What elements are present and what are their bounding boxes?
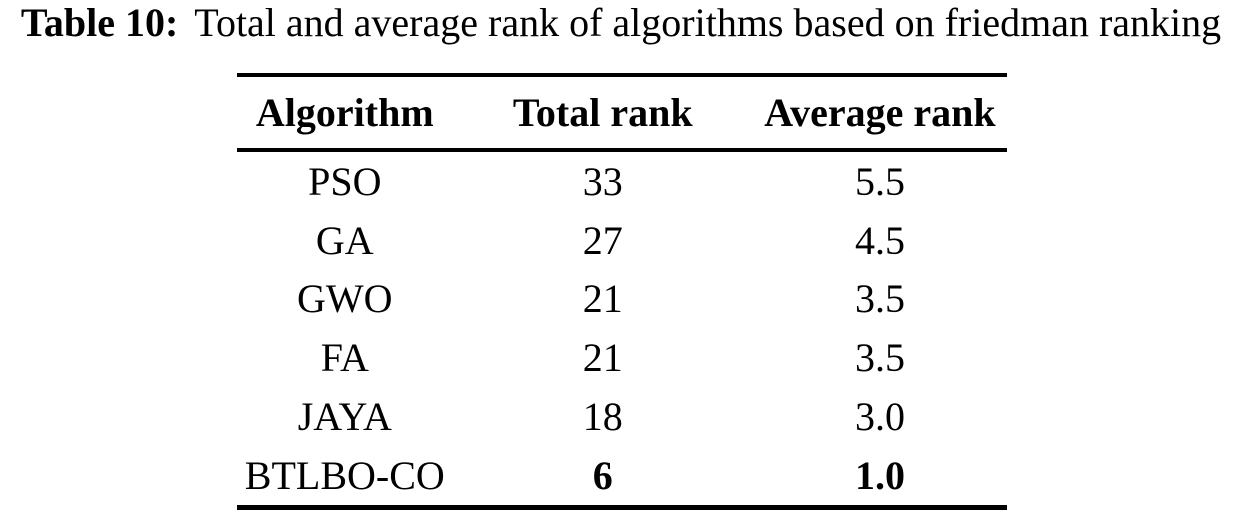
- cell-average-rank: 3.5: [854, 335, 905, 381]
- table-row: PSO 33 5.5: [237, 152, 1007, 211]
- table-row: GA 27 4.5: [237, 211, 1007, 270]
- col-header-average-rank: Average rank: [764, 90, 996, 135]
- table-row: FA 21 3.5: [237, 328, 1007, 387]
- cell-average-rank: 4.5: [854, 217, 905, 263]
- table-row: BTLBO-CO 6 1.0: [237, 446, 1007, 505]
- bottom-rule: [237, 504, 1007, 510]
- top-rule: [237, 73, 1007, 77]
- caption-label: Table 10:: [20, 0, 179, 45]
- cell-algorithm: FA: [320, 335, 369, 381]
- table-row: GWO 21 3.5: [237, 270, 1007, 329]
- table-caption: Table 10: Total and average rank of algor…: [0, 0, 1242, 46]
- cell-total-rank: 27: [582, 217, 623, 263]
- rank-table: Algorithm Total rank Average rank PSO 33…: [237, 73, 1007, 510]
- cell-total-rank: 6: [592, 452, 613, 498]
- col-header-algorithm: Algorithm: [255, 90, 434, 135]
- cell-algorithm: GWO: [297, 276, 393, 322]
- cell-total-rank: 18: [582, 394, 623, 440]
- caption-text: Total and average rank of algorithms bas…: [194, 0, 1222, 45]
- cell-average-rank: 3.0: [854, 394, 905, 440]
- cell-algorithm: JAYA: [297, 394, 392, 440]
- cell-total-rank: 33: [582, 158, 623, 204]
- cell-total-rank: 21: [582, 335, 623, 381]
- cell-average-rank: 3.5: [854, 276, 905, 322]
- cell-average-rank: 5.5: [854, 158, 905, 204]
- table-header-row: Algorithm Total rank Average rank: [237, 77, 1007, 148]
- cell-algorithm: BTLBO-CO: [244, 452, 445, 498]
- cell-algorithm: PSO: [308, 158, 382, 204]
- mid-rule: [237, 148, 1007, 152]
- cell-total-rank: 21: [582, 276, 623, 322]
- table-row: JAYA 18 3.0: [237, 387, 1007, 446]
- col-header-total-rank: Total rank: [512, 90, 693, 135]
- cell-average-rank: 1.0: [854, 452, 905, 498]
- cell-algorithm: GA: [315, 217, 374, 263]
